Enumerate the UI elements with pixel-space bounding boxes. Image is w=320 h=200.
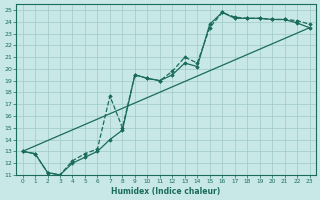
X-axis label: Humidex (Indice chaleur): Humidex (Indice chaleur) (111, 187, 221, 196)
